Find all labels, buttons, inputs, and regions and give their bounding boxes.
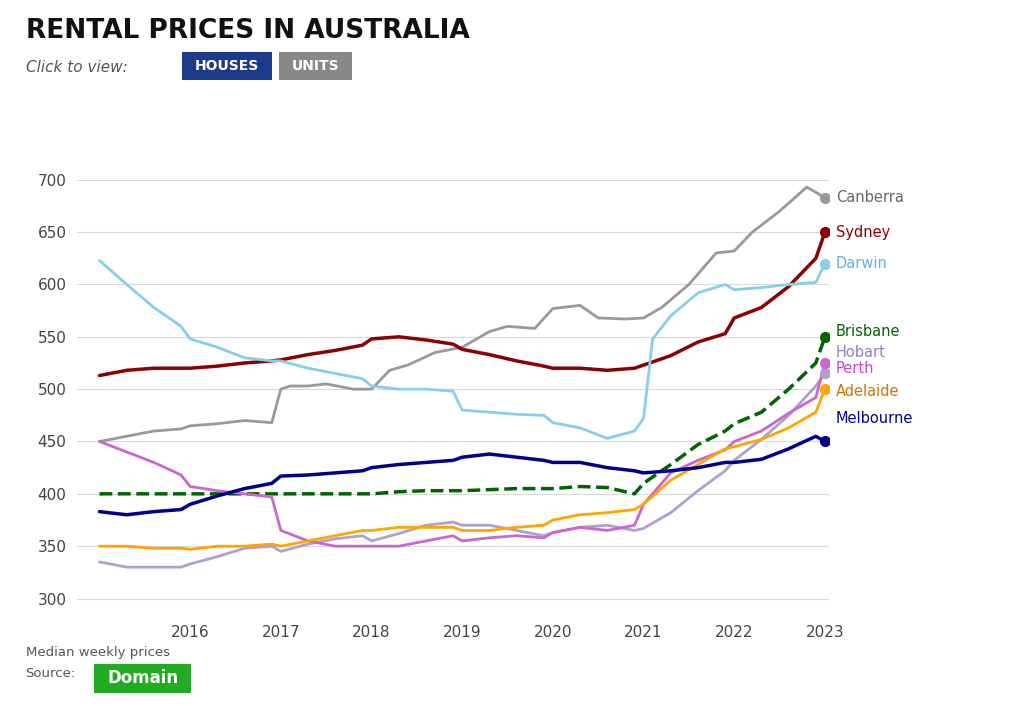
Text: Adelaide: Adelaide	[836, 384, 899, 399]
Text: Domain: Domain	[108, 669, 178, 688]
Text: Canberra: Canberra	[836, 190, 904, 205]
Text: Click to view:: Click to view:	[26, 59, 127, 75]
Text: RENTAL PRICES IN AUSTRALIA: RENTAL PRICES IN AUSTRALIA	[26, 18, 469, 44]
Text: Median weekly prices: Median weekly prices	[26, 646, 170, 659]
Text: UNITS: UNITS	[292, 59, 339, 73]
Text: Darwin: Darwin	[836, 256, 888, 271]
Text: Sydney: Sydney	[836, 225, 890, 239]
Text: Source:: Source:	[26, 667, 76, 680]
Text: Hobart: Hobart	[836, 345, 886, 360]
Text: HOUSES: HOUSES	[196, 59, 259, 73]
Text: Perth: Perth	[836, 361, 874, 376]
Text: Melbourne: Melbourne	[836, 411, 913, 426]
Text: Brisbane: Brisbane	[836, 324, 900, 339]
